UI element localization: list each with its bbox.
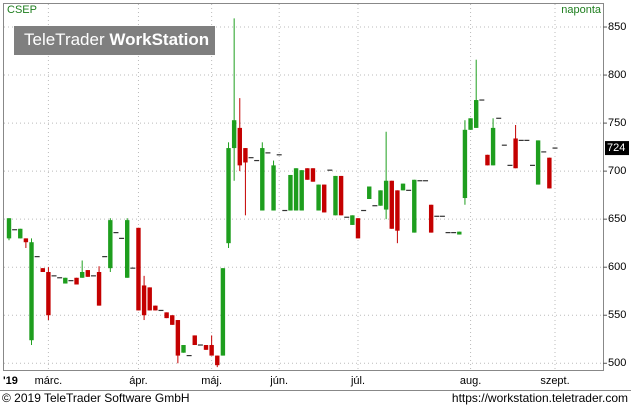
last-value-box xyxy=(605,141,629,156)
candle-body xyxy=(299,170,304,211)
candle-body xyxy=(389,180,394,229)
candle-body xyxy=(175,320,181,356)
candle-body xyxy=(428,204,434,233)
candle-body xyxy=(79,272,85,278)
candle-body xyxy=(181,345,186,353)
candle-body xyxy=(355,218,361,239)
candle-body xyxy=(46,272,51,316)
candle-body xyxy=(164,312,169,319)
candle-body xyxy=(63,277,68,284)
candle-body xyxy=(513,138,518,169)
candle-body xyxy=(473,100,479,128)
candle-body xyxy=(220,268,226,356)
x-tick-label: máj. xyxy=(201,375,222,387)
candle-body xyxy=(378,190,383,206)
candle-body xyxy=(153,305,158,311)
logo-left: TeleTrader xyxy=(24,30,105,49)
y-tick-label: 750 xyxy=(608,117,626,129)
candle-body xyxy=(147,287,152,311)
candle-body xyxy=(215,355,220,366)
candle-body xyxy=(96,272,102,306)
candle-body xyxy=(209,345,214,356)
candle-body xyxy=(293,168,299,211)
candle-body xyxy=(468,118,473,130)
candle-body xyxy=(462,129,468,199)
logo-box xyxy=(14,26,215,55)
candle-body xyxy=(237,127,242,166)
url: https://workstation.teletrader.com xyxy=(452,391,628,405)
x-tick-label: '19 xyxy=(3,375,18,387)
x-tick-label: jún. xyxy=(269,375,288,387)
x-tick-label: márc. xyxy=(35,375,63,387)
logo: TeleTrader WorkStation xyxy=(24,30,209,49)
candle-body xyxy=(203,345,209,350)
candle-body xyxy=(395,190,400,231)
x-tick-label: ápr. xyxy=(129,375,147,387)
candle-body xyxy=(125,220,130,278)
candle-body xyxy=(350,215,355,225)
candle-body xyxy=(29,242,34,341)
symbol: CSEP xyxy=(7,4,37,16)
candle-body xyxy=(23,238,29,243)
y-tick-label: 550 xyxy=(608,309,626,321)
candle-body xyxy=(141,285,147,316)
candle-body xyxy=(243,148,248,163)
candle-body xyxy=(490,127,496,166)
candle-body xyxy=(85,270,91,277)
y-tick-label: 800 xyxy=(608,69,626,81)
candle-body xyxy=(310,168,316,182)
candle-body xyxy=(288,174,293,211)
last-value-label: 724 xyxy=(607,142,625,154)
y-tick-label: 500 xyxy=(608,357,626,369)
candle-body xyxy=(305,168,310,180)
copyright: © 2019 TeleTrader Software GmbH xyxy=(2,391,190,405)
candle-body xyxy=(271,165,276,211)
x-tick-label: júl. xyxy=(350,375,365,387)
candle-body xyxy=(6,218,12,239)
candle-body xyxy=(226,148,231,244)
candle-body xyxy=(400,183,406,191)
candle-body xyxy=(231,120,237,149)
candle-body xyxy=(535,140,541,185)
candle-body xyxy=(192,335,197,346)
candle-body xyxy=(367,186,372,199)
candle-body xyxy=(108,220,113,269)
candle-body xyxy=(170,315,175,325)
candle-body xyxy=(260,148,265,211)
logo-right: WorkStation xyxy=(109,30,209,49)
candle-body xyxy=(136,227,141,311)
y-tick-label: 850 xyxy=(608,21,626,33)
candle-body xyxy=(322,184,327,213)
interval: naponta xyxy=(561,4,602,16)
y-tick-label: 650 xyxy=(608,213,626,225)
y-tick-label: 700 xyxy=(608,165,626,177)
candle-body xyxy=(412,179,417,233)
candle-body xyxy=(485,154,490,166)
candle-body xyxy=(547,157,552,189)
y-tick-label: 600 xyxy=(608,261,626,273)
candle-body xyxy=(457,231,462,235)
candle-body xyxy=(40,268,45,273)
candle-body xyxy=(18,228,23,239)
candle-body xyxy=(383,180,389,210)
candle-body xyxy=(316,184,321,211)
candle-body xyxy=(338,175,344,216)
candle-body xyxy=(333,175,338,216)
x-tick-label: szept. xyxy=(540,375,569,387)
plot-frame xyxy=(3,3,604,371)
x-tick-label: aug. xyxy=(460,375,481,387)
candle-body xyxy=(74,277,79,285)
